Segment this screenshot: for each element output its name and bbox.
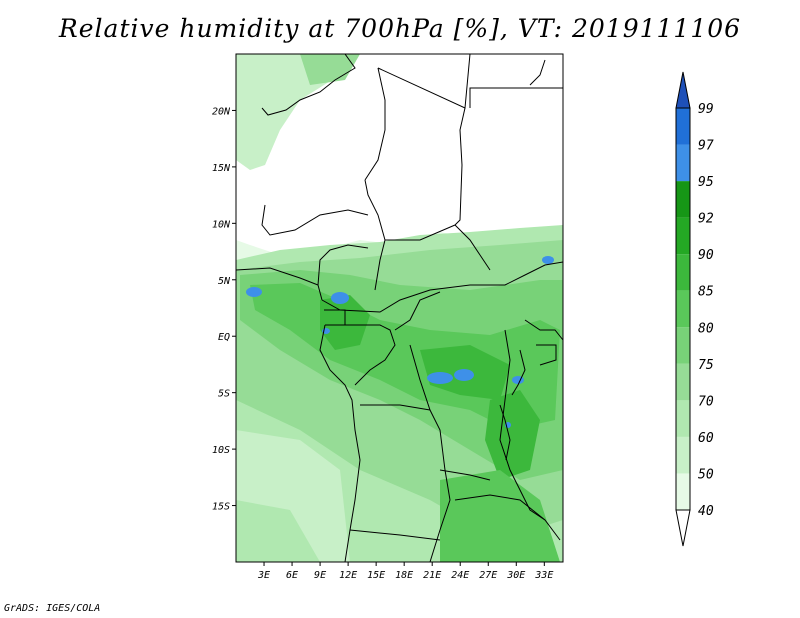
colorbar-label: 90 [698, 248, 714, 263]
colorbar-segment [675, 71, 691, 109]
colorbar-label: 60 [698, 431, 714, 446]
lon-tick-label: 6E [286, 570, 298, 581]
lon-tick-label: 33E [534, 570, 553, 581]
map-title: Relative humidity at 700hPa [%], VT: 201… [58, 14, 742, 43]
colorbar-segment [676, 217, 690, 255]
colorbar-segment [676, 181, 690, 218]
lon-tick-label: 24E [451, 570, 469, 581]
colorbar-label: 80 [698, 321, 714, 336]
colorbar-segment [676, 290, 690, 328]
colorbar-label: 40 [698, 504, 714, 519]
lat-tick-label: EQ [218, 332, 230, 343]
lat-tick-label: 5N [218, 276, 231, 287]
colorbar-segment [676, 363, 690, 401]
lon-tick-label: 12E [339, 570, 357, 581]
colorbar-label: 85 [698, 285, 714, 300]
lat-tick-label: 10N [212, 219, 231, 230]
lon-tick-label: 9E [314, 570, 326, 581]
country-borders [236, 54, 563, 562]
lon-tick-label: 15E [367, 570, 385, 581]
colorbar-segment [676, 473, 690, 510]
lon-tick-label: 30E [506, 570, 525, 581]
colorbar-label: 92 [698, 212, 714, 227]
colorbar-segment [675, 509, 691, 547]
colorbar-segment [676, 327, 690, 364]
colorbar-label: 97 [698, 139, 714, 154]
lon-tick-label: 27E [479, 570, 497, 581]
colorbar-segment [676, 254, 690, 291]
grads-credit: GrADS: IGES/COLA [4, 603, 101, 614]
humidity-field [236, 54, 563, 562]
latitude-axis: 20N 15N 10N 5N EQ 5S 10S 15S [212, 106, 236, 513]
lon-tick-label: 18E [395, 570, 413, 581]
lat-tick-label: 15S [212, 502, 230, 513]
colorbar-segment [676, 108, 690, 145]
lat-tick-label: 15N [212, 163, 231, 174]
colorbar-label: 70 [698, 394, 714, 409]
lon-tick-label: 3E [257, 570, 270, 581]
colorbar-label: 50 [698, 467, 714, 482]
lat-tick-label: 10S [212, 445, 230, 456]
colorbar-segment [676, 436, 690, 474]
colorbar-label: 99 [698, 102, 714, 117]
colorbar-label: 95 [698, 175, 714, 190]
lat-tick-label: 5S [218, 389, 230, 400]
longitude-axis: 3E 6E 9E 12E 15E 18E 21E 24E 27E 30E 33E [257, 562, 553, 581]
colorbar-segment [676, 144, 690, 182]
colorbar: 40 50 60 70 75 80 85 90 92 95 97 99 [675, 71, 714, 547]
map-frame [235, 53, 564, 563]
lon-tick-label: 21E [423, 570, 441, 581]
colorbar-segment [676, 400, 690, 437]
lat-tick-label: 20N [212, 106, 231, 117]
colorbar-label: 75 [698, 358, 714, 373]
